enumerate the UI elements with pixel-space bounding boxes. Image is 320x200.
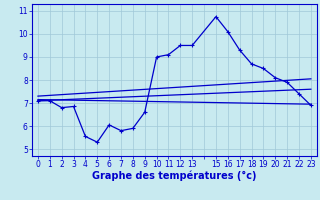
X-axis label: Graphe des températures (°c): Graphe des températures (°c)	[92, 171, 257, 181]
